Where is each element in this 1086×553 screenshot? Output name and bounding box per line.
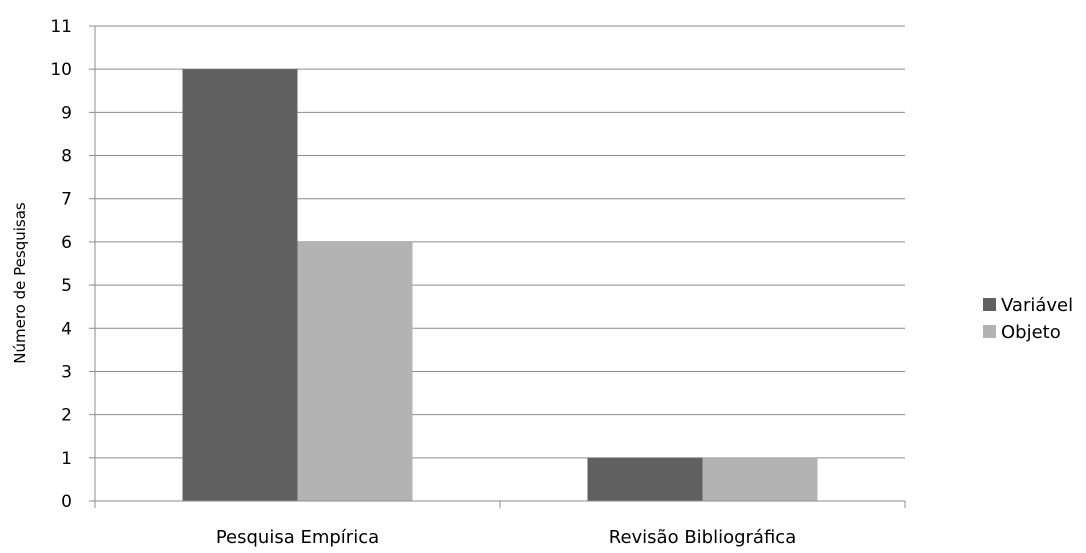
y-tick-label: 4 <box>61 319 72 339</box>
legend: Variável Objeto <box>983 295 1073 343</box>
legend-swatch <box>983 325 996 338</box>
bar-objeto <box>297 241 413 501</box>
y-tick-label: 7 <box>61 190 72 210</box>
axes <box>89 25 906 508</box>
x-tick-labels: Pesquisa Empírica Revisão Bibliográfica <box>216 527 796 548</box>
bars <box>182 69 818 501</box>
y-tick-label: 6 <box>61 233 72 253</box>
bar-variavel <box>182 69 298 501</box>
bar-variavel <box>587 457 703 501</box>
y-tick-label: 5 <box>61 276 72 296</box>
y-tick-label: 9 <box>61 103 72 123</box>
x-category-label: Pesquisa Empírica <box>216 527 379 548</box>
y-tick-label: 3 <box>61 362 72 382</box>
y-tick-labels: 0 1 2 3 4 5 6 7 8 9 10 11 <box>50 17 72 512</box>
bar-objeto <box>702 457 818 501</box>
y-tick-label: 11 <box>50 17 72 37</box>
legend-label: Variável <box>1001 295 1073 316</box>
y-tick-label: 10 <box>50 60 72 80</box>
y-axis-title: Número de Pesquisas <box>11 202 29 364</box>
y-tick-label: 1 <box>61 449 72 469</box>
legend-swatch <box>983 298 996 311</box>
y-tick-label: 0 <box>61 492 72 512</box>
legend-label: Objeto <box>1001 322 1061 343</box>
x-category-label: Revisão Bibliográfica <box>609 527 796 548</box>
y-tick-label: 8 <box>61 147 72 167</box>
y-tick-label: 2 <box>61 406 72 426</box>
